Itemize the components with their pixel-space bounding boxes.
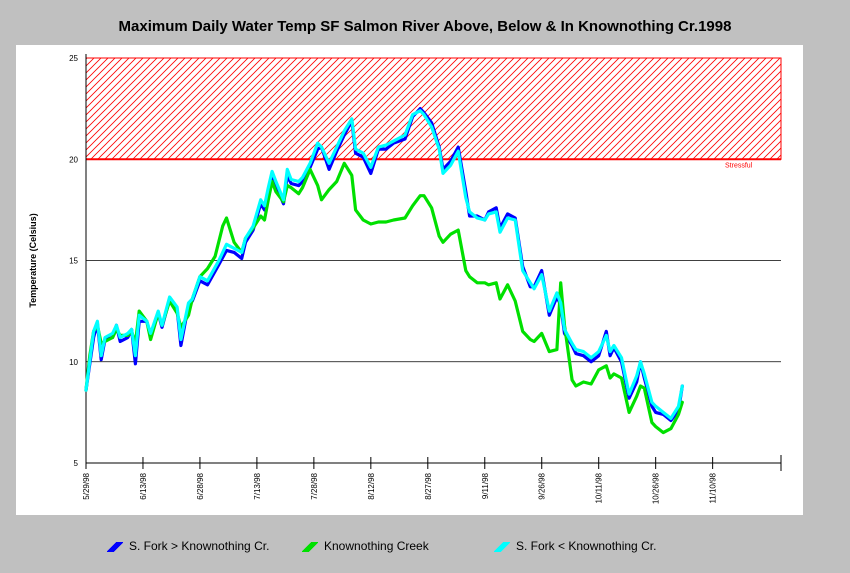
x-tick-label: 10/11/98: [595, 472, 604, 503]
x-tick-label: 9/26/98: [538, 472, 547, 499]
legend-label: S. Fork > Knownothing Cr.: [129, 539, 270, 553]
x-tick-label: 6/28/98: [196, 472, 205, 499]
line-chart: Stressful 5 10 15 20 25 5/29/98 6/13/98 6/28/98…: [28, 54, 782, 504]
y-tick-label: 10: [69, 358, 78, 367]
x-tick-label: 7/13/98: [253, 472, 262, 499]
x-tick-label: 9/11/98: [481, 472, 490, 499]
x-tick-label: 10/26/98: [652, 472, 661, 504]
legend-swatch-knownothing-icon: [302, 541, 318, 552]
y-axis-title: Temperature (Celsius): [28, 213, 38, 307]
y-tick-label: 5: [74, 459, 79, 468]
y-tick-label: 20: [69, 155, 78, 164]
chart-panel: Stressful 5 10 15 20 25 5/29/98 6/13/98 6/28/98…: [16, 45, 803, 515]
x-tick-label: 8/12/98: [367, 472, 376, 499]
legend-label: Knownothing Creek: [324, 539, 429, 553]
y-tick-label: 15: [69, 257, 78, 266]
series-line-sfork-below: [84, 109, 684, 420]
legend-item-sfork-above: S. Fork > Knownothing Cr.: [107, 539, 269, 553]
x-tick-label: 6/13/98: [139, 472, 148, 499]
legend-swatch-sfork-below-icon: [494, 541, 510, 552]
x-tick-label: 8/27/98: [424, 472, 433, 499]
y-tick-label: 25: [69, 54, 78, 63]
legend-label: S. Fork < Knownothing Cr.: [516, 539, 657, 553]
x-tick-label: 5/29/98: [82, 472, 91, 499]
x-tick-label: 11/10/98: [709, 472, 718, 503]
chart-title: Maximum Daily Water Temp SF Salmon River…: [118, 18, 732, 35]
legend-item-sfork-below: S. Fork < Knownothing Cr.: [494, 539, 656, 553]
x-tick-label: 7/28/98: [310, 472, 319, 499]
legend-swatch-sfork-above-icon: [107, 541, 123, 552]
legend-item-knownothing: Knownothing Creek: [302, 539, 429, 553]
series-line-knownothing: [84, 161, 684, 435]
stressful-zone: [85, 57, 782, 160]
threshold-label: Stressful: [725, 162, 753, 169]
